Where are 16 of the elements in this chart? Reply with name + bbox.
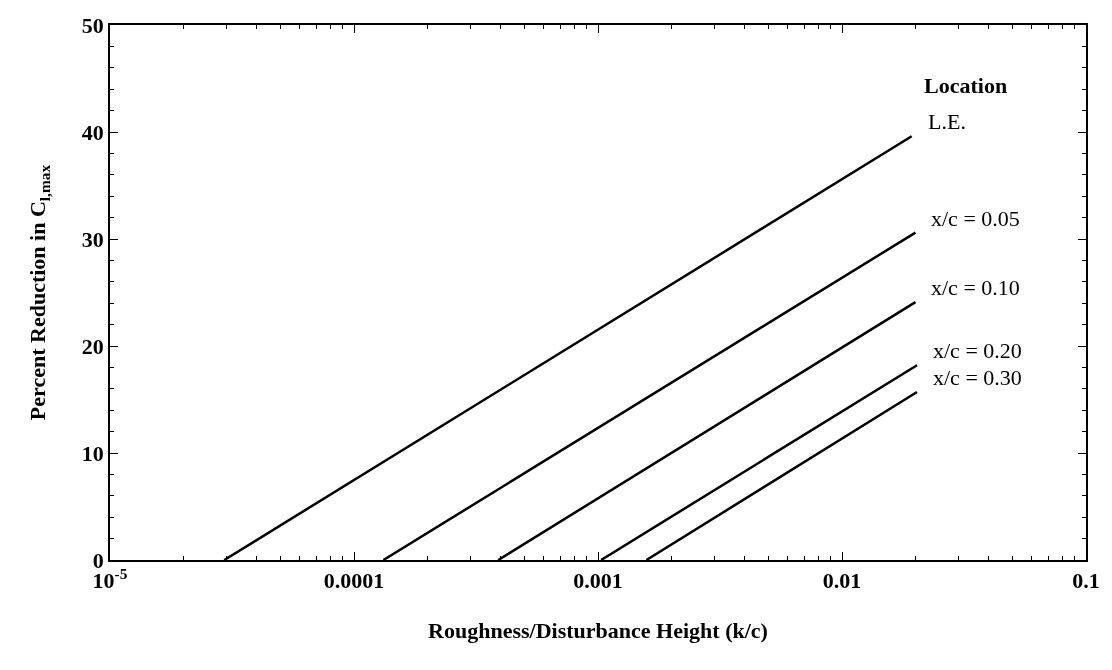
series-label: x/c = 0.20 [933, 338, 1022, 363]
series-label: x/c = 0.05 [931, 206, 1020, 231]
x-tick-label: 0.001 [573, 568, 623, 594]
y-tick-label: 10 [81, 440, 104, 466]
y-tick-label: 20 [81, 333, 104, 359]
series-label: L.E. [928, 109, 966, 134]
x-axis-title: Roughness/Disturbance Height (k/c) [428, 617, 768, 643]
x-tick-label: 0.1 [1072, 568, 1100, 594]
x-tick-label: 0.0001 [323, 568, 385, 594]
x-tick-label: 0.01 [822, 568, 862, 594]
legend-title: Location [924, 73, 1008, 98]
series-label: x/c = 0.30 [933, 365, 1022, 390]
y-tick-label: 40 [81, 119, 104, 145]
y-tick-label: 30 [81, 226, 104, 252]
y-tick-label: 50 [81, 12, 104, 38]
series-label: x/c = 0.10 [931, 275, 1020, 300]
